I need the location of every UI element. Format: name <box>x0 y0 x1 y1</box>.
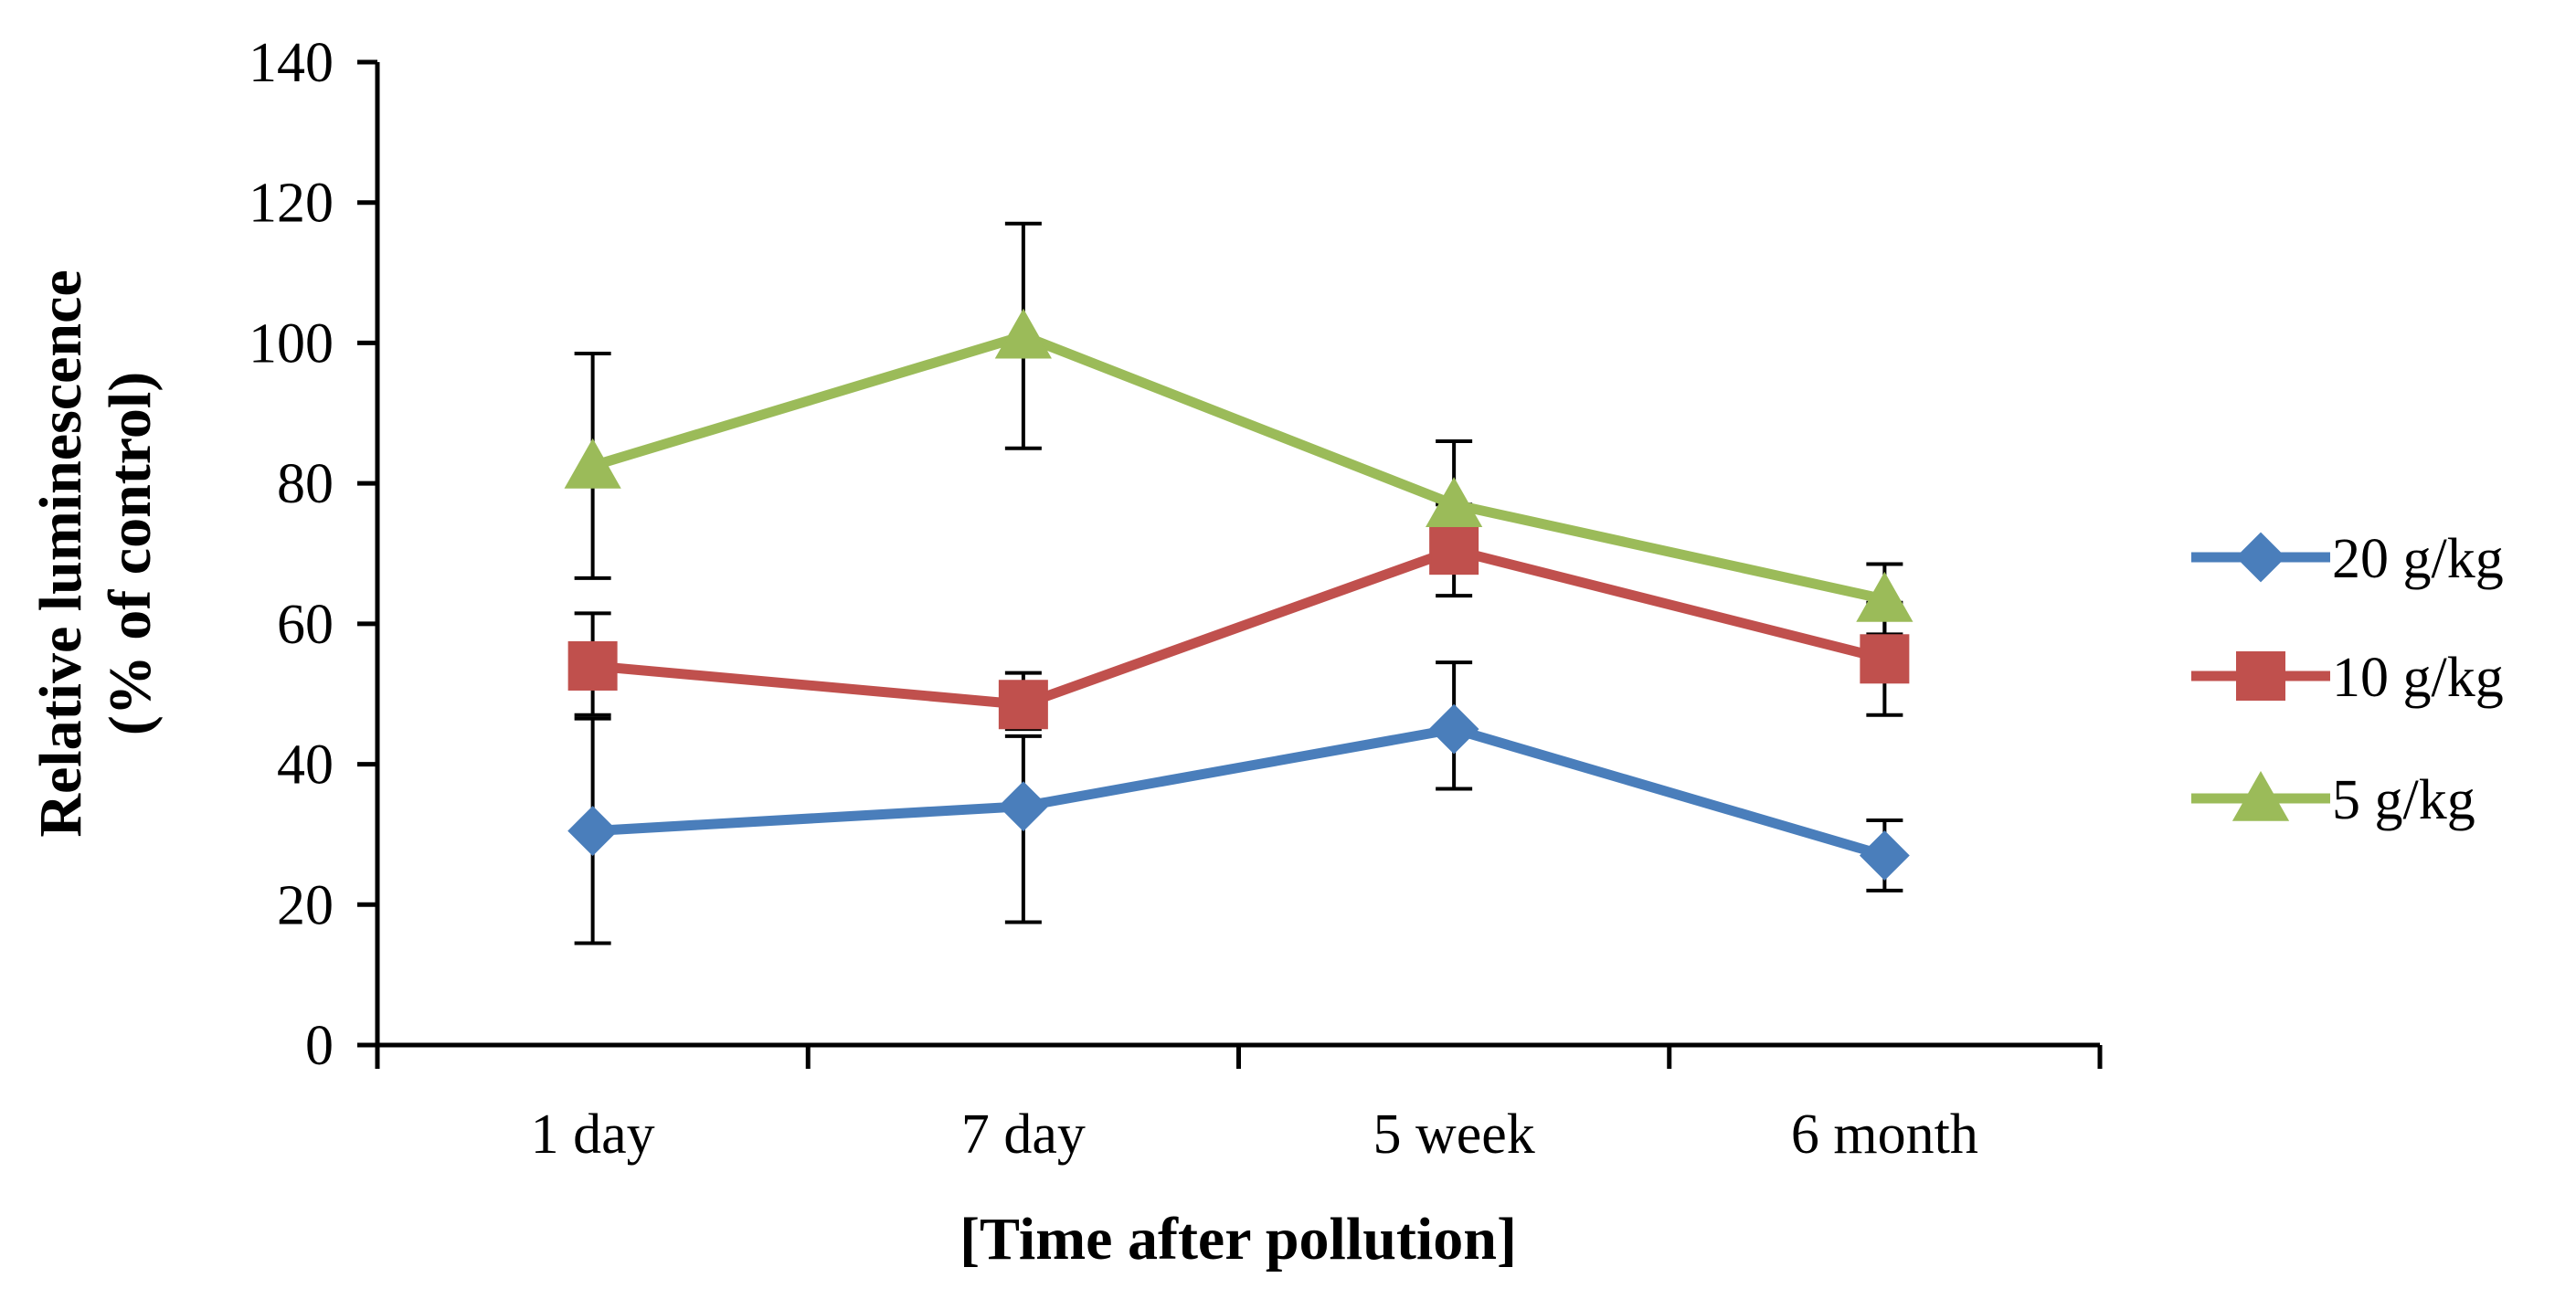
x-tick-label-7-day: 7 day <box>961 1104 1086 1166</box>
legend-item-5-g-kg: 5 g/kg <box>2191 769 2475 831</box>
data-point-5-g-kg-1-day <box>564 438 621 489</box>
x-tick-label-5-week: 5 week <box>1373 1104 1534 1166</box>
y-tick-label-40: 40 <box>277 734 334 797</box>
x-axis-title: [Time after pollution] <box>959 1206 1517 1273</box>
y-tick-label-140: 140 <box>249 32 334 94</box>
y-tick-label-100: 100 <box>249 312 334 375</box>
data-point-5-g-kg-6-month <box>1856 571 1913 622</box>
legend-marker-5-g-kg <box>2231 770 2290 821</box>
y-axis-title-line-2: (% of control) <box>97 372 164 735</box>
data-point-20-g-kg-5-week <box>1428 703 1479 755</box>
legend-marker-10-g-kg <box>2236 651 2285 701</box>
legend-marker-shape-10-g-kg <box>2236 651 2285 701</box>
data-point-10-g-kg-6-month <box>1860 634 1910 684</box>
data-point-10-g-kg-7-day <box>998 680 1048 730</box>
data-point-5-g-kg-7-day <box>994 308 1052 359</box>
x-tick-label-1-day: 1 day <box>531 1104 655 1166</box>
legend-item-10-g-kg: 10 g/kg <box>2191 647 2504 709</box>
y-tick-label-80: 80 <box>277 453 334 515</box>
y-tick-label-0: 0 <box>305 1015 334 1077</box>
x-tick-label-6-month: 6 month <box>1791 1104 1978 1166</box>
y-tick-group: 0 20 40 60 80 100 120 140 <box>249 32 377 1077</box>
data-point-10-g-kg-5-week <box>1429 525 1479 576</box>
data-point-20-g-kg-1-day <box>567 806 619 856</box>
x-tick-group: 1 day 7 day 5 week 6 month <box>375 1045 2103 1166</box>
marker-group <box>564 308 1913 881</box>
legend-label-10-g-kg: 10 g/kg <box>2332 647 2504 709</box>
error-bar-group <box>574 221 1903 945</box>
legend-label-5-g-kg: 5 g/kg <box>2332 769 2475 831</box>
y-axis-title-line-1: Relative luminescence <box>27 269 94 837</box>
series-line-10-g-kg <box>592 544 1886 710</box>
series-line-20-g-kg <box>592 723 1886 861</box>
y-tick-label-120: 120 <box>249 173 334 235</box>
series-line-5-g-kg <box>591 331 1886 605</box>
data-point-20-g-kg-6-month <box>1859 830 1910 881</box>
y-tick-label-20: 20 <box>277 874 334 936</box>
legend-marker-20-g-kg <box>2235 532 2286 583</box>
data-point-20-g-kg-7-day <box>998 781 1049 832</box>
data-point-10-g-kg-1-day <box>567 640 618 691</box>
legend-label-20-g-kg: 20 g/kg <box>2332 528 2504 590</box>
y-tick-label-60: 60 <box>277 594 334 656</box>
legend-marker-shape-20-g-kg <box>2235 532 2286 583</box>
legend-marker-shape-5-g-kg <box>2231 770 2290 821</box>
data-point-5-g-kg-5-week <box>1426 477 1483 527</box>
legend-item-20-g-kg: 20 g/kg <box>2191 528 2504 590</box>
series-line-group <box>591 331 1886 861</box>
legend: 20 g/kg 10 g/kg 5 g/kg <box>2191 528 2504 831</box>
